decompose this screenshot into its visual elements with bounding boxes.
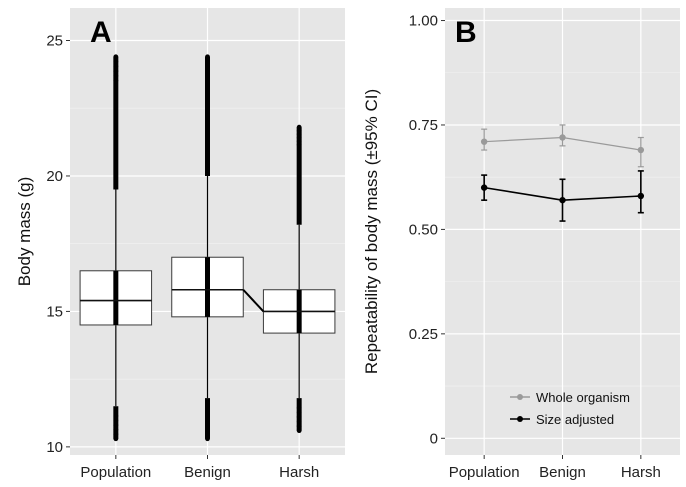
data-point (559, 134, 566, 141)
outlier-point (205, 424, 210, 430)
outlier-point (205, 54, 210, 60)
panel-a-marks (79, 54, 336, 442)
outlier-point (113, 413, 119, 419)
outlier-point (296, 131, 302, 137)
outlier-point (205, 58, 210, 64)
outlier-point (113, 78, 119, 84)
median-connector (242, 289, 265, 313)
outlier-point (205, 430, 210, 436)
outlier-point (113, 427, 119, 433)
outlier-point (296, 135, 302, 141)
panel-b-y-axis-title: Repeatability of body mass (±95% CI) (362, 89, 381, 374)
x-tick-label: Population (449, 464, 520, 481)
panel-b-tick-labels: 0 0.25 0.50 0.75 1.00 Population Benign Harsh (409, 13, 661, 481)
series-size-adjusted (480, 170, 645, 222)
panel-b-grid (445, 8, 680, 455)
outlier-point (113, 422, 119, 428)
outlier-point (205, 62, 210, 68)
outlier-point (113, 63, 119, 69)
y-tick-label: 0 (430, 430, 438, 447)
y-tick-label: 0.25 (409, 326, 438, 343)
y-tick-label: 15 (46, 303, 63, 320)
outlier-point (205, 413, 210, 419)
panel-a-tick-labels: 10 15 20 25 Population Benign Harsh (46, 33, 319, 481)
data-point (559, 196, 566, 204)
x-tick-label: Benign (539, 464, 586, 481)
outlier-point (113, 68, 119, 74)
outlier-point (113, 436, 119, 442)
panel-b-legend: Whole organism Size adjusted (510, 390, 630, 427)
panel-b: 0 0.25 0.50 0.75 1.00 Population Benign Harsh W… (362, 8, 680, 481)
data-point (637, 192, 645, 200)
outlier-point (113, 73, 119, 79)
y-tick-label: 1.00 (409, 13, 438, 30)
outlier-point (113, 59, 119, 64)
series-whole-organism (480, 124, 645, 168)
legend-key-point (517, 416, 523, 422)
y-tick-label: 0.50 (409, 221, 438, 238)
box-population (79, 54, 153, 442)
panel-b-marks (480, 124, 645, 222)
outlier-point (113, 54, 119, 60)
outlier-point (113, 418, 119, 423)
outlier-point (113, 431, 119, 437)
data-point (480, 138, 488, 145)
outlier-point (296, 423, 302, 429)
panel-a-letter: A (90, 16, 112, 49)
outlier-point (296, 414, 302, 420)
outlier-point (296, 142, 302, 148)
outlier-point (296, 419, 302, 424)
data-point (480, 184, 488, 191)
x-tick-label: Population (80, 464, 151, 481)
box-benign (171, 54, 244, 442)
panel-a: 10 15 20 25 Population Benign Harsh A Body mas… (15, 8, 345, 481)
x-tick-label: Harsh (279, 464, 319, 481)
y-tick-label: 0.75 (409, 117, 438, 134)
outlier-point (296, 128, 302, 134)
outlier-point (296, 405, 302, 411)
data-point (637, 146, 645, 154)
panel-a-y-axis-title: Body mass (g) (15, 177, 34, 287)
outlier-point (205, 75, 210, 81)
outlier-point (205, 407, 210, 413)
y-tick-label: 25 (46, 33, 63, 50)
legend-label: Whole organism (536, 390, 630, 405)
x-tick-label: Benign (184, 464, 231, 481)
x-tick-label: Harsh (621, 464, 661, 481)
panel-b-letter: B (455, 16, 477, 49)
outlier-point (205, 436, 210, 442)
outlier-point (296, 410, 302, 415)
outlier-point (205, 67, 210, 73)
legend-key-point (517, 394, 523, 400)
outlier-point (205, 71, 210, 77)
outlier-point (296, 428, 302, 434)
outlier-point (296, 124, 302, 130)
y-tick-label: 10 (46, 439, 63, 456)
box-harsh (262, 124, 336, 434)
y-tick-label: 20 (46, 168, 63, 185)
outlier-point (205, 419, 210, 425)
legend-label: Size adjusted (536, 412, 614, 427)
outlier-point (296, 138, 302, 144)
